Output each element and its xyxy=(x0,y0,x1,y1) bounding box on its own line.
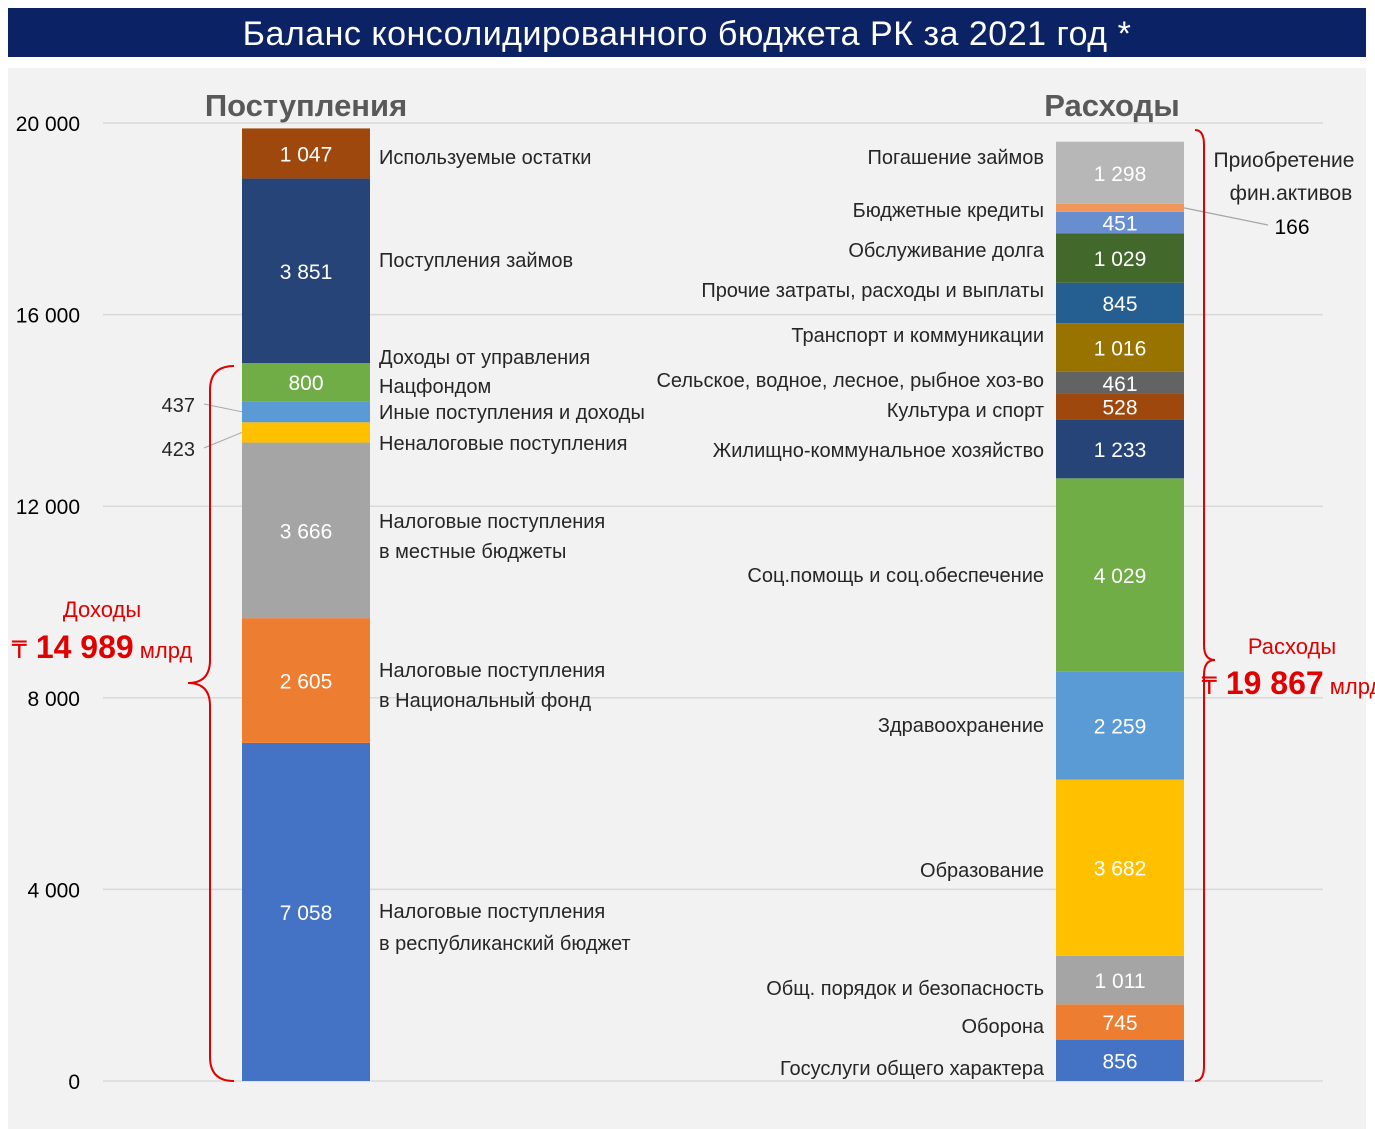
total-label: Доходы xyxy=(63,597,141,622)
bar-segment xyxy=(242,363,370,402)
category-label: в республиканский бюджет xyxy=(379,933,631,955)
category-label: в Национальный фонд xyxy=(379,690,592,712)
data-label: 845 xyxy=(1102,293,1137,316)
category-label: Бюджетные кредиты xyxy=(853,200,1044,222)
bar-segment xyxy=(242,422,370,443)
data-label: 1 029 xyxy=(1094,248,1147,271)
bar-segment xyxy=(1056,233,1184,283)
category-label: фин.активов xyxy=(1230,182,1353,205)
category-label: в местные бюджеты xyxy=(379,541,566,563)
total-amount: 19 867 xyxy=(1217,665,1324,701)
total-label: Расходы xyxy=(1248,634,1336,659)
data-label: 856 xyxy=(1102,1050,1137,1073)
data-label: 1 298 xyxy=(1094,163,1147,186)
y-tick-label: 20 000 xyxy=(16,113,80,136)
total-currency: ₸ xyxy=(1202,673,1218,700)
data-label: 1 016 xyxy=(1094,338,1147,361)
category-label: Приобретение xyxy=(1214,149,1355,172)
category-label: Соц.помощь и соц.обеспечение xyxy=(747,565,1044,587)
bar-segment xyxy=(242,178,370,364)
bar-segment xyxy=(1056,282,1184,324)
bar-segment xyxy=(242,618,370,743)
data-label: 2 605 xyxy=(280,671,333,694)
stack-title: Поступления xyxy=(205,88,407,123)
stack-title: Расходы xyxy=(1044,88,1180,123)
data-label: 437 xyxy=(162,395,195,417)
data-label: 7 058 xyxy=(280,902,333,925)
y-tick-label: 12 000 xyxy=(16,496,80,519)
total-value: ₸ 14 989 млрд xyxy=(12,629,193,665)
y-tick-label: 16 000 xyxy=(16,305,80,328)
bar-segment xyxy=(1056,371,1184,394)
category-label: Образование xyxy=(920,860,1044,882)
bar-segment xyxy=(242,401,370,423)
income-bracket xyxy=(187,365,235,1082)
category-label: Нацфондом xyxy=(379,376,491,398)
category-label: Транспорт и коммуникации xyxy=(791,325,1044,347)
data-label: 461 xyxy=(1102,373,1137,396)
category-label: Общ. порядок и безопасность xyxy=(766,978,1044,1000)
data-label: 745 xyxy=(1102,1012,1137,1035)
category-label: Оборона xyxy=(961,1016,1044,1038)
data-label: 1 047 xyxy=(280,143,333,166)
bar-segment xyxy=(1056,141,1184,204)
category-label: Налоговые поступления xyxy=(379,901,605,923)
data-label: 3 682 xyxy=(1094,858,1147,881)
data-label: 4 029 xyxy=(1094,565,1147,588)
bar-segment xyxy=(242,742,370,1081)
category-label: Обслуживание долга xyxy=(848,240,1045,262)
category-label: Погашение займов xyxy=(867,147,1044,169)
total-unit: млрд xyxy=(134,638,193,663)
y-tick-label: 8 000 xyxy=(27,688,80,711)
bar-segment xyxy=(1056,211,1184,234)
category-label: Неналоговые поступления xyxy=(379,433,627,455)
category-label: Используемые остатки xyxy=(379,147,591,169)
data-label: 2 259 xyxy=(1094,715,1147,738)
data-label: 528 xyxy=(1102,397,1137,420)
total-unit: млрд xyxy=(1324,674,1375,699)
data-label: 423 xyxy=(162,439,195,461)
category-label: Доходы от управления xyxy=(379,347,590,369)
bar-segment xyxy=(242,442,370,619)
category-label: Прочие затраты, расходы и выплаты xyxy=(701,280,1044,302)
category-label: Иные поступления и доходы xyxy=(379,402,645,424)
bar-segment xyxy=(1056,393,1184,420)
data-label: 166 xyxy=(1274,216,1309,239)
category-label: Налоговые поступления xyxy=(379,660,605,682)
data-label: 800 xyxy=(288,372,323,395)
category-label: Сельское, водное, лесное, рыбное хоз-во xyxy=(656,370,1044,392)
data-label: 1 233 xyxy=(1094,439,1147,462)
bar-segment xyxy=(1056,1004,1184,1040)
bar-segment xyxy=(1056,323,1184,372)
data-label: 1 011 xyxy=(1095,970,1146,993)
expense-bracket xyxy=(1194,129,1216,1082)
category-label: Культура и спорт xyxy=(887,400,1044,422)
category-label: Жилищно-коммунальное хозяйство xyxy=(713,440,1044,462)
bar-segment xyxy=(1056,779,1184,956)
bar-segment xyxy=(1056,419,1184,479)
total-amount: 14 989 xyxy=(27,629,134,665)
category-label: Поступления займов xyxy=(379,250,573,272)
total-currency: ₸ xyxy=(12,637,28,664)
bar-segment xyxy=(1056,1039,1184,1081)
bar-segment xyxy=(1056,478,1184,672)
category-label: Госуслуги общего характера xyxy=(780,1058,1045,1080)
bar-segment xyxy=(1056,955,1184,1005)
bar-segment xyxy=(1056,671,1184,780)
chart-title: Баланс консолидированного бюджета РК за … xyxy=(8,8,1366,57)
data-label: 451 xyxy=(1102,213,1137,236)
y-tick-label: 4 000 xyxy=(27,879,80,902)
leader-line xyxy=(1183,207,1269,226)
category-label: Налоговые поступления xyxy=(379,511,605,533)
y-tick-label: 0 xyxy=(68,1071,80,1094)
category-label: Здравоохранение xyxy=(878,715,1044,737)
data-label: 3 851 xyxy=(280,261,333,284)
total-value: ₸ 19 867 млрд xyxy=(1202,665,1375,701)
data-label: 3 666 xyxy=(280,520,333,543)
bar-segment xyxy=(242,128,370,179)
bar-segment xyxy=(1056,203,1184,212)
